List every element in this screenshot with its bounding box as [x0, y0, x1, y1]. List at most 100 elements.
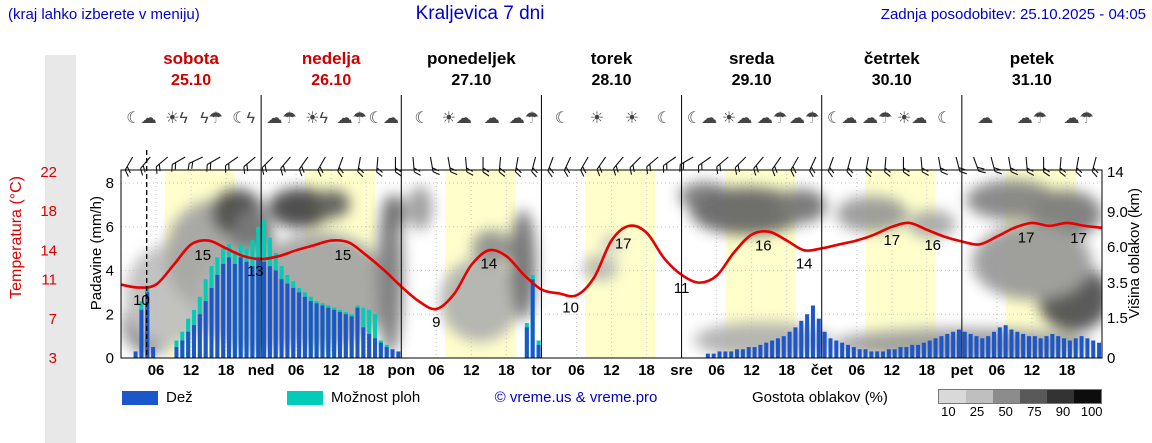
cloud-blob: [510, 210, 536, 320]
rain-bar: [378, 342, 383, 358]
day-date: 28.10: [591, 72, 631, 89]
colorbar-scale-number: 90: [1055, 404, 1071, 419]
precip-axis-tick: 6: [106, 219, 114, 236]
wind-barb: [357, 156, 365, 178]
colorbar-segment: [1020, 390, 1047, 403]
temp-axis-tick: 22: [40, 164, 57, 181]
rain-bar: [373, 338, 378, 358]
x-axis-tick: tor: [531, 362, 551, 379]
day-date: 26.10: [311, 72, 351, 89]
rain-bar: [320, 305, 325, 358]
rain-bar: [332, 309, 337, 358]
rain-bar: [396, 351, 401, 358]
rain-bar: [151, 347, 156, 358]
wind-barb: [243, 156, 256, 174]
rain-bar: [851, 347, 856, 358]
credit-link[interactable]: © vreme.us & vreme.pro: [494, 389, 658, 406]
rain-bar: [221, 263, 226, 358]
rain-bar: [530, 279, 535, 358]
wind-barb: [317, 156, 326, 177]
wind-barb: [613, 156, 624, 176]
colorbar-segment: [1074, 390, 1101, 403]
cloud-blob: [382, 195, 406, 231]
rain-bar: [991, 331, 996, 358]
temperature-value-label: 14: [481, 255, 498, 272]
wind-barb: [646, 156, 659, 174]
wind-barb: [827, 156, 835, 178]
wind-barb: [955, 156, 967, 175]
wind-barb: [679, 156, 694, 172]
rain-bar: [1091, 340, 1096, 358]
wind-barb: [1075, 156, 1083, 178]
rain-bar: [297, 292, 302, 358]
rain-bar: [863, 349, 868, 358]
rain-bar: [133, 351, 138, 358]
rain-bar: [775, 338, 780, 358]
rain-bar: [916, 344, 921, 358]
wind-barb: [920, 156, 929, 176]
wind-barb: [1043, 157, 1050, 177]
rain-bar: [1009, 329, 1014, 358]
rain-bar: [361, 327, 366, 358]
wind-barb: [482, 157, 490, 177]
x-axis-tick: 06: [708, 362, 725, 379]
rain-bar: [1032, 336, 1037, 358]
precip-axis-tick: 0: [106, 350, 114, 367]
temperature-value-label: 17: [883, 232, 900, 249]
rain-bar: [180, 340, 185, 358]
rain-bar: [810, 305, 815, 358]
rain-bar: [787, 331, 792, 358]
weather-icon: ☾: [657, 110, 671, 127]
x-axis-tick: 18: [638, 362, 655, 379]
x-axis-tick: 12: [463, 362, 480, 379]
rain-bar: [1044, 336, 1049, 358]
rain-bar: [980, 338, 985, 358]
rain-bar: [793, 327, 798, 358]
colorbar-segment: [966, 390, 993, 403]
x-axis-tick: 06: [568, 362, 585, 379]
wind-barb: [171, 156, 186, 172]
rain-bar: [974, 336, 979, 358]
rain-bar: [291, 288, 296, 358]
rain-bar: [717, 351, 722, 358]
rain-bar: [892, 349, 897, 358]
day-date: 31.10: [1012, 72, 1052, 89]
temperature-value-label: 15: [194, 247, 211, 264]
rain-bar: [968, 333, 973, 358]
cloud-axis-tick: 9.0: [1107, 204, 1128, 221]
rain-bar: [740, 349, 745, 358]
rain-bar: [349, 316, 354, 358]
weather-icon: ☾ϟ: [232, 110, 255, 127]
cloud-blob: [778, 189, 826, 223]
rain-bar: [729, 351, 734, 358]
cloud-axis-tick: 0: [1107, 350, 1115, 367]
rain-bar: [238, 257, 243, 358]
temperature-value-label: 9: [432, 314, 440, 331]
x-axis-tick: 18: [498, 362, 515, 379]
rain-bar: [227, 257, 232, 358]
wind-barb: [547, 156, 555, 178]
temp-axis-tick: 3: [49, 350, 57, 367]
wind-barb: [464, 156, 474, 176]
rain-bar: [326, 307, 331, 358]
cloud-blob: [250, 232, 390, 348]
rain-bar: [215, 274, 220, 358]
x-axis-tick: 12: [743, 362, 760, 379]
wind-barb: [809, 156, 817, 178]
rain-bar: [337, 312, 342, 358]
wind-barb: [337, 156, 344, 178]
weather-icon: ☾☁: [369, 110, 399, 127]
wind-barb: [662, 156, 677, 173]
rain-bar: [302, 296, 307, 358]
day-name: sobota: [163, 49, 219, 68]
rain-bar: [904, 347, 909, 358]
rain-bar: [279, 279, 284, 358]
weather-icon: ☾☁: [687, 110, 717, 127]
temperature-value-label: 16: [924, 237, 941, 254]
weather-icon: ☾: [415, 110, 429, 127]
weather-icon: ☁☂: [509, 110, 539, 127]
x-axis-tick: 18: [358, 362, 375, 379]
rain-bar: [816, 318, 821, 358]
wind-barb: [412, 156, 421, 176]
